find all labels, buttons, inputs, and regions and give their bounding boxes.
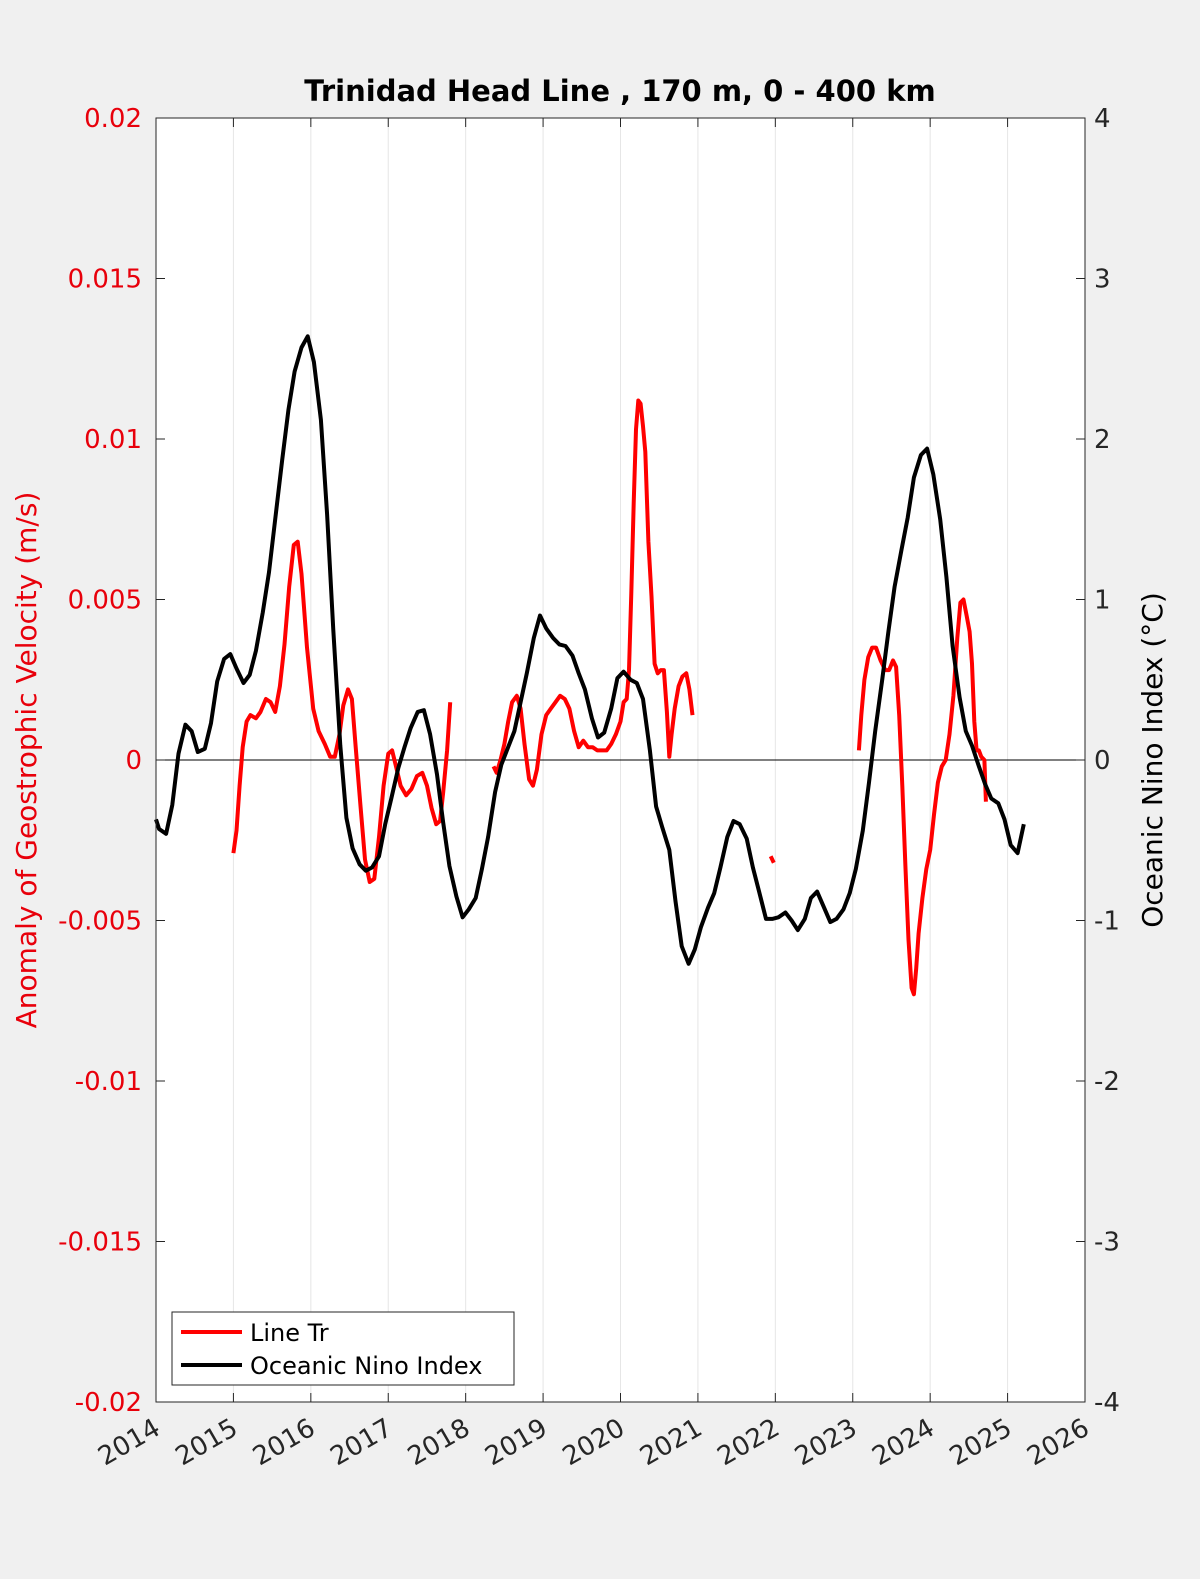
legend-label-line-tr: Line Tr <box>250 1319 329 1347</box>
y-right-tick-label: -4 <box>1094 1388 1120 1418</box>
y-right-tick-label: 2 <box>1094 425 1111 455</box>
y-left-tick-label: -0.02 <box>75 1388 142 1418</box>
series-line-tr-segment-2 <box>768 855 776 864</box>
y-left-tick-label: -0.01 <box>75 1067 142 1097</box>
y-left-axis-ticks: 0.02 0.015 0.01 0.005 0 -0.005 -0.01 -0.015 -0.0… <box>58 104 165 1418</box>
chart-title: Trinidad Head Line , 170 m, 0 - 400 km <box>304 74 935 108</box>
y-left-tick-label: 0.005 <box>68 586 142 616</box>
y-right-axis-label: Oceanic Nino Index (°C) <box>1136 592 1169 928</box>
series-line-tr-segment-0 <box>231 539 453 884</box>
y-right-tick-label: -3 <box>1094 1228 1120 1258</box>
y-right-tick-label: 0 <box>1094 746 1111 776</box>
y-left-axis-label: Anomaly of Geostrophic Velocity (m/s) <box>10 492 43 1029</box>
series-line-tr-segment-1 <box>491 398 695 788</box>
legend: Line Tr Oceanic Nino Index <box>171 1311 515 1386</box>
y-left-tick-label: 0.015 <box>68 265 142 295</box>
legend-label-oni: Oceanic Nino Index <box>250 1352 482 1380</box>
y-right-tick-label: -2 <box>1094 1067 1120 1097</box>
y-right-tick-label: -1 <box>1094 907 1120 937</box>
y-left-tick-label: 0.02 <box>84 104 142 134</box>
series-oceanic-nino-index-segment-0 <box>154 334 1026 966</box>
y-right-tick-label: 3 <box>1094 265 1111 295</box>
y-right-axis-ticks: 4 3 2 1 0 -1 -2 -3 -4 <box>1076 104 1120 1418</box>
y-left-tick-label: 0 <box>125 746 142 776</box>
legend-box <box>171 1311 515 1386</box>
y-left-tick-label: -0.015 <box>58 1228 142 1258</box>
y-right-tick-label: 4 <box>1094 104 1111 134</box>
y-right-tick-label: 1 <box>1094 586 1111 616</box>
y-left-tick-label: 0.01 <box>84 425 142 455</box>
y-left-tick-label: -0.005 <box>58 907 142 937</box>
series-layer <box>154 334 1026 997</box>
